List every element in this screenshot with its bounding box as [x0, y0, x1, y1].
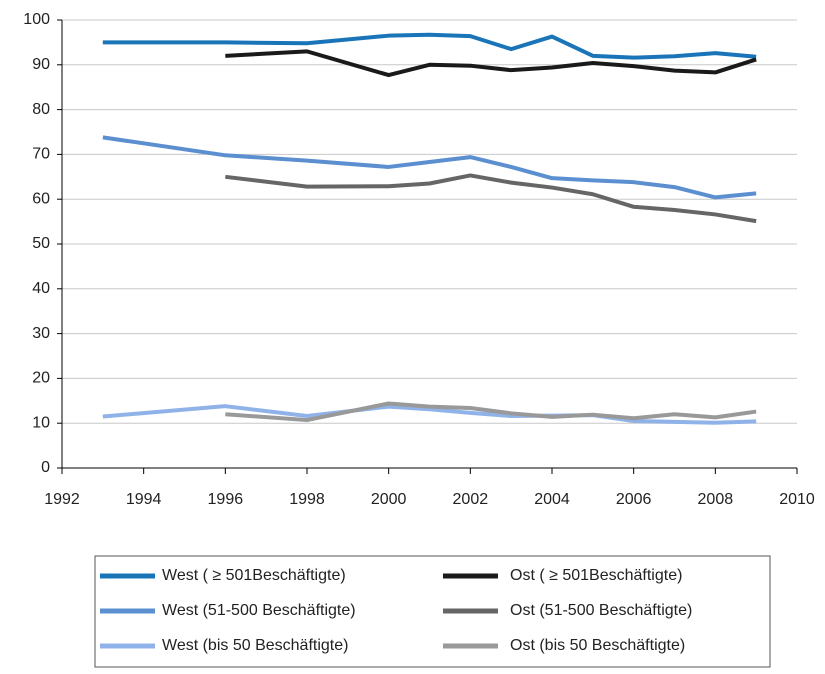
series-line: [225, 173, 757, 224]
x-tick-label: 1998: [289, 491, 325, 508]
y-tick-label: 70: [32, 146, 50, 163]
series-line: [225, 49, 757, 78]
legend-label: Ost (bis 50 Beschäftigte): [510, 637, 685, 654]
legend-label: West (51-500 Beschäftigte): [162, 602, 356, 619]
x-tick-label: 1996: [208, 491, 244, 508]
x-tick-label: 2010: [779, 491, 815, 508]
x-tick-label: 2008: [698, 491, 734, 508]
legend-label: West ( ≥ 501Beschäftigte): [162, 567, 346, 584]
x-tick-label: 2004: [534, 491, 570, 508]
y-tick-label: 80: [32, 101, 50, 118]
legend-box: [94, 555, 771, 668]
legend-label: West (bis 50 Beschäftigte): [162, 637, 348, 654]
y-tick-label: 90: [32, 56, 50, 73]
y-tick-label: 50: [32, 235, 50, 252]
y-tick-label: 30: [32, 325, 50, 342]
x-tick-label: 2002: [453, 491, 489, 508]
x-tick-label: 2006: [616, 491, 652, 508]
legend-label: Ost ( ≥ 501Beschäftigte): [510, 567, 682, 584]
series-line: [225, 401, 757, 423]
y-tick-label: 40: [32, 280, 50, 297]
y-tick-label: 100: [23, 11, 50, 28]
x-tick-label: 1994: [126, 491, 162, 508]
series-line: [102, 32, 757, 60]
legend-label: Ost (51-500 Beschäftigte): [510, 602, 692, 619]
y-tick-label: 20: [32, 370, 50, 387]
series-line: [102, 135, 757, 200]
y-tick-label: 60: [32, 190, 50, 207]
y-tick-label: 0: [41, 459, 50, 476]
x-tick-label: 1992: [44, 491, 80, 508]
series-line: [102, 404, 757, 425]
y-tick-label: 10: [32, 414, 50, 431]
x-tick-label: 2000: [371, 491, 407, 508]
